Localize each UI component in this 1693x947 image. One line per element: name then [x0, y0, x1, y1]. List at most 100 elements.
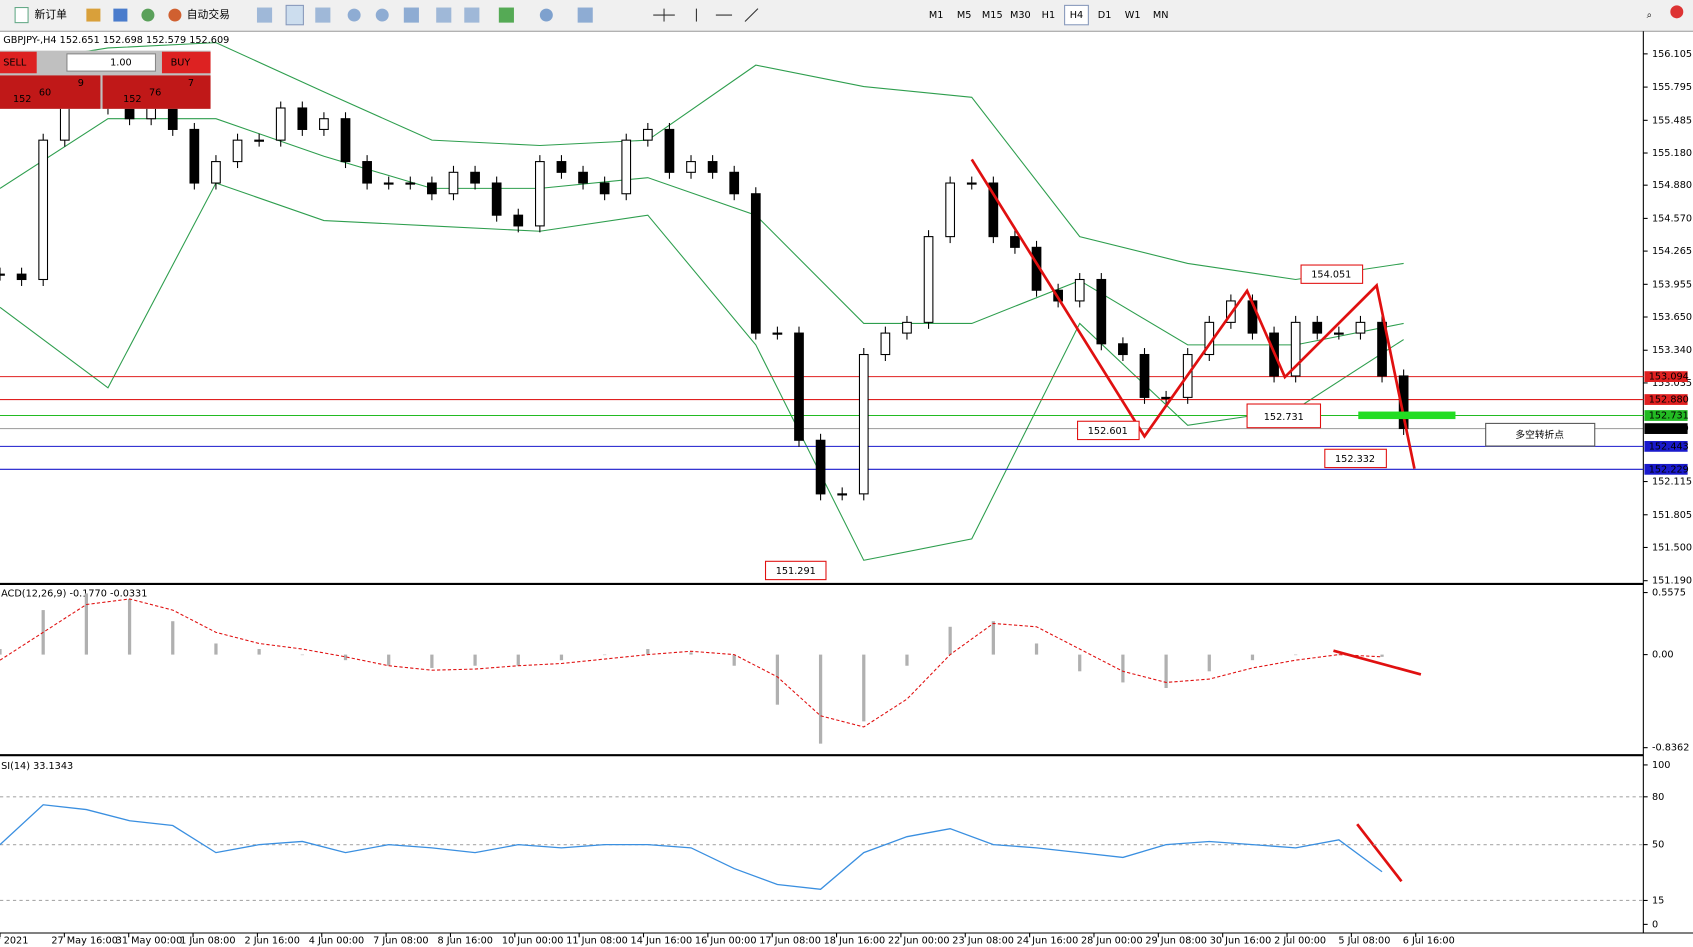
timeframe[interactable]: MN — [1153, 10, 1169, 21]
candle — [1010, 236, 1020, 248]
new-order[interactable]: 新订单 — [35, 8, 68, 21]
ask-box[interactable] — [102, 75, 211, 109]
candle — [902, 321, 912, 334]
icon[interactable] — [141, 8, 155, 22]
time-label: 28 Jun 00:00 — [1081, 936, 1143, 947]
buy[interactable]: BUY — [171, 57, 191, 68]
time-label: 8 Jun 16:00 — [438, 936, 493, 947]
chart-header: GBPJPY-,H4 152.651 152.698 152.579 152.6… — [3, 35, 229, 46]
breakpoint-label: 152.731 — [1264, 412, 1304, 423]
candle — [556, 161, 567, 173]
macd-bar — [1164, 654, 1168, 688]
level-label: 152.609 — [1649, 424, 1689, 435]
candle — [535, 161, 545, 227]
candle — [966, 182, 977, 185]
candle — [1139, 353, 1150, 398]
candle — [642, 128, 653, 141]
price-tick-label: 155.180 — [1652, 148, 1692, 159]
macd-bar — [862, 654, 866, 722]
label-box — [764, 560, 827, 581]
tf-active — [1064, 4, 1089, 26]
bid-pips: 60 — [39, 88, 51, 99]
candle — [1161, 396, 1171, 400]
last-low-label: 152.332 — [1335, 454, 1375, 465]
macd-bar — [387, 654, 391, 666]
trend-arrow — [970, 158, 1416, 469]
macd-bar — [818, 654, 823, 744]
lots[interactable]: 1.00 — [110, 57, 132, 68]
candle — [275, 107, 286, 141]
level-label: 152.731 — [1649, 411, 1689, 422]
candle — [167, 107, 178, 130]
price-tick-label: 155.795 — [1652, 82, 1692, 93]
auto-trading[interactable]: 自动交易 — [187, 8, 230, 21]
macd-bar — [257, 649, 261, 655]
macd-arrow — [1333, 649, 1422, 676]
label-box — [1324, 448, 1387, 469]
price-tick-label: 154.265 — [1652, 246, 1692, 257]
time-label: 11 Jun 08:00 — [566, 936, 628, 947]
candle — [707, 161, 718, 173]
bid-box[interactable] — [0, 75, 101, 109]
lots-input[interactable] — [66, 53, 157, 72]
macd-bar — [127, 598, 132, 655]
rsi-arrow — [1356, 823, 1403, 883]
level-label: 152.880 — [1649, 395, 1689, 406]
auto-icon[interactable] — [168, 8, 182, 22]
timeframe[interactable]: H1 — [1042, 10, 1055, 21]
candle — [1377, 321, 1387, 377]
bid-point: 9 — [78, 78, 84, 89]
candle — [945, 182, 956, 238]
timeframe[interactable]: W1 — [1125, 10, 1141, 21]
candle — [254, 139, 264, 142]
new-order-icon[interactable] — [14, 7, 29, 24]
macd-bar — [1121, 654, 1125, 683]
time-label: 16 Jun 00:00 — [695, 936, 757, 947]
timeframe[interactable]: M30 — [1010, 10, 1031, 21]
candle — [427, 182, 437, 195]
macd-bar — [559, 654, 564, 661]
macd-tick-label: -0.8362 — [1652, 743, 1689, 754]
candle — [232, 139, 243, 163]
candle — [448, 171, 459, 195]
candle — [1096, 278, 1107, 345]
candle — [470, 171, 480, 184]
macd-bar — [948, 626, 952, 655]
timeframe[interactable]: M1 — [929, 10, 944, 21]
candle — [578, 171, 588, 184]
time-label: 5 Jul 08:00 — [1338, 936, 1390, 947]
icon[interactable] — [86, 8, 101, 22]
timeframe[interactable]: M5 — [957, 10, 972, 21]
macd-bar — [1207, 654, 1211, 672]
search-icon[interactable]: ⌕ — [1647, 10, 1652, 21]
candle — [38, 139, 49, 281]
macd-bar — [516, 654, 520, 666]
price-tick-label: 154.880 — [1652, 180, 1692, 191]
rsi-label: SI(14) 33.1343 — [1, 761, 73, 772]
time-label: 29 Jun 08:00 — [1145, 936, 1207, 947]
timeframe[interactable]: H4 — [1070, 10, 1083, 21]
notify[interactable] — [1670, 5, 1684, 19]
candle — [383, 182, 394, 185]
candle — [124, 107, 135, 120]
candle — [513, 214, 524, 227]
icon[interactable] — [113, 8, 128, 22]
level-tag — [1644, 423, 1688, 434]
sell-btn[interactable] — [0, 51, 37, 74]
candle — [340, 118, 351, 163]
time-label: 7 Jun 08:00 — [373, 936, 428, 947]
time-label: 4 Jun 00:00 — [309, 936, 364, 947]
timeframe[interactable]: M15 — [982, 10, 1003, 21]
candle — [146, 107, 157, 120]
candle — [1074, 278, 1085, 302]
buy-btn[interactable] — [161, 51, 211, 74]
turn-label: 多空转折点 — [1515, 428, 1564, 441]
macd-bar — [732, 654, 736, 666]
level-tag — [1644, 440, 1688, 452]
time-label: 2 Jun 16:00 — [244, 936, 299, 947]
macd-bar — [1034, 643, 1039, 655]
time-label: 2 Jul 00:00 — [1274, 936, 1326, 947]
timeframe[interactable]: D1 — [1098, 10, 1112, 21]
label-box — [1246, 403, 1322, 429]
sell[interactable]: SELL — [3, 57, 27, 68]
